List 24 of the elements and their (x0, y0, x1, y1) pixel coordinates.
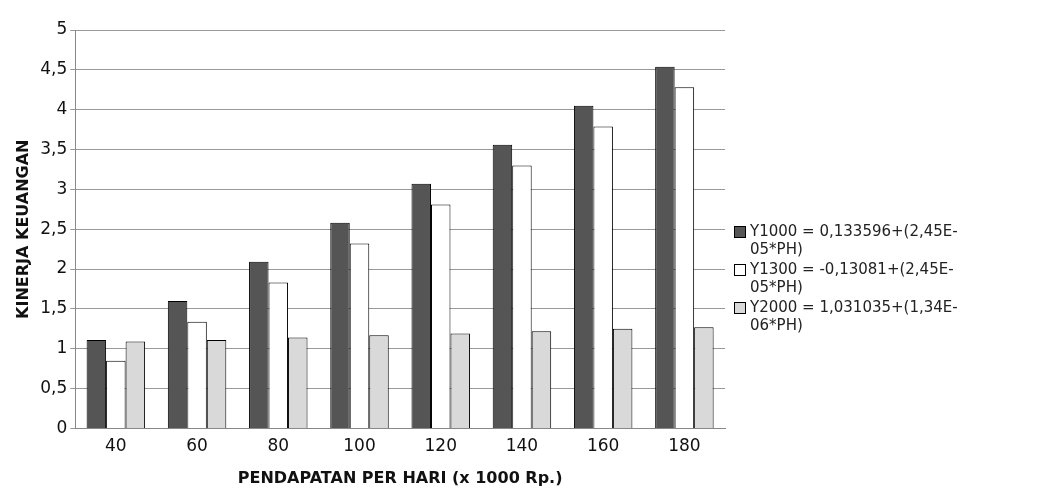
x-tick-label: 180 (668, 435, 701, 456)
y-tick-label: 0,5 (40, 376, 68, 397)
x-tick-label: 40 (105, 435, 127, 456)
x-axis-title: PENDAPATAN PER HARI (x 1000 Rp.) (237, 467, 563, 487)
y-tick-label: 3 (56, 177, 68, 198)
x-tick-label: 160 (586, 435, 620, 456)
x-tick-label: 120 (424, 435, 457, 456)
y-tick-label: 2 (56, 257, 68, 278)
y-tick-label: 4,5 (40, 58, 68, 79)
x-tick-label: 80 (267, 435, 290, 456)
y-tick-label: 1,5 (40, 297, 68, 318)
y-tick-label: 1 (56, 337, 68, 358)
x-tick-label: 100 (343, 435, 376, 456)
text: Y1300 = -0,13081+(2,45E-05*PH) (750, 260, 955, 296)
y-tick-label: 4 (56, 98, 68, 119)
legend-label: Y1000 = 0,133596+(2,45E-05*PH) (750, 222, 959, 258)
y-tick-label: 2,5 (40, 217, 68, 238)
y-tick-label: 0 (56, 416, 68, 437)
legend-label: Y2000 = 1,031035+(1,34E-06*PH) (750, 298, 959, 334)
y-tick-label: 5 (56, 18, 68, 39)
y-axis-title: KINERJA KEUANGAN (12, 139, 32, 319)
x-tick-label: 60 (186, 435, 208, 456)
y-tick-label: 3,5 (40, 137, 68, 158)
x-tick-label: 140 (505, 435, 539, 456)
